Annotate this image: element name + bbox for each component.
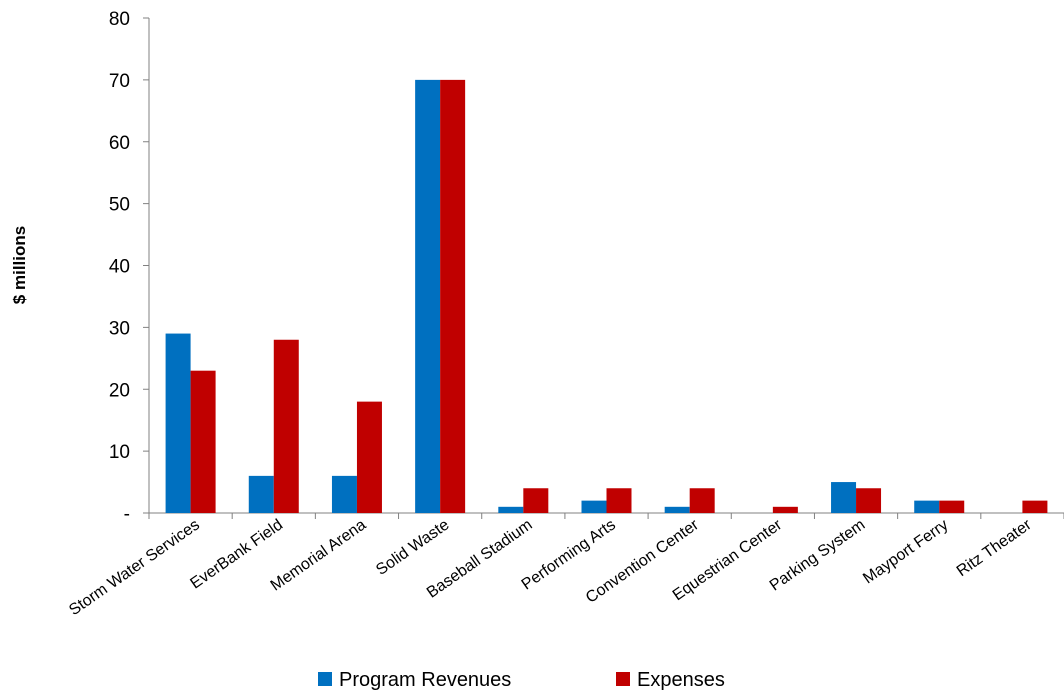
bar-program-revenues: [248, 475, 274, 513]
x-category-label: Ritz Theater: [954, 516, 1035, 580]
bar-program-revenues: [165, 333, 191, 513]
y-tick-label: 70: [109, 71, 130, 92]
bar-expenses: [356, 401, 382, 513]
bar-program-revenues: [664, 506, 690, 513]
legend-label: Program Revenues: [339, 669, 511, 691]
y-tick-label: -: [124, 504, 130, 525]
bar-expenses: [440, 79, 466, 513]
bar-expenses: [939, 500, 965, 513]
y-axis-label: $ millions: [10, 226, 29, 304]
y-tick-label: 80: [109, 9, 130, 30]
legend: Program Revenues Expenses: [318, 669, 725, 691]
y-tick-label: 50: [109, 195, 130, 216]
legend-swatch: [616, 672, 630, 686]
bar-expenses: [689, 488, 715, 513]
y-tick-label: 30: [109, 318, 130, 339]
bar-expenses: [1022, 500, 1048, 513]
legend-swatch: [318, 672, 332, 686]
bar-program-revenues: [498, 506, 524, 513]
y-tick-label: 10: [109, 442, 130, 463]
bar-expenses: [606, 488, 632, 513]
bar-expenses: [523, 488, 549, 513]
bar-expenses: [273, 339, 299, 513]
bar-program-revenues: [914, 500, 940, 513]
bar-program-revenues: [831, 482, 857, 513]
x-category-label: Mayport Ferry: [860, 516, 951, 587]
bars: [165, 79, 1048, 513]
bar-program-revenues: [415, 79, 441, 513]
bar-expenses: [856, 488, 882, 513]
y-tick-label: 60: [109, 133, 130, 154]
x-category-label: Solid Waste: [373, 516, 452, 579]
y-tick-label: 40: [109, 257, 130, 278]
bar-expenses: [190, 370, 216, 513]
x-category-label: Storm Water Services: [66, 516, 203, 619]
y-tick-label: 20: [109, 380, 130, 401]
legend-label: Expenses: [637, 669, 725, 691]
bar-program-revenues: [581, 500, 607, 513]
bar-expenses: [772, 506, 798, 513]
bar-program-revenues: [331, 475, 357, 513]
